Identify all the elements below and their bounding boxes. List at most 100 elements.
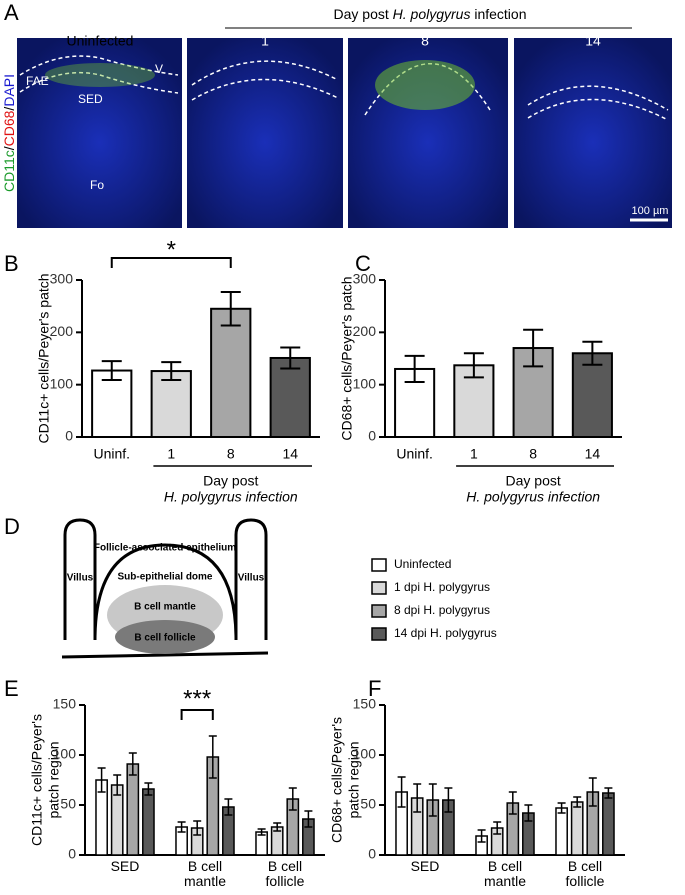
x-tick-label: B cell mantle	[183, 858, 227, 889]
dashed-outline	[191, 78, 339, 101]
region-label: V	[155, 62, 163, 76]
panel-letter: B	[4, 251, 19, 276]
x-tick-label: Uninf.	[396, 446, 433, 462]
diagram-label: Villus	[67, 573, 94, 584]
villus-shape	[234, 518, 268, 640]
x-axis-label: Day post	[506, 473, 561, 489]
error-bar	[273, 822, 282, 832]
follicle-shape	[115, 620, 215, 654]
panel-letter: E	[4, 676, 19, 701]
error-bar	[573, 796, 582, 808]
bar	[142, 788, 155, 856]
error-bar	[508, 791, 517, 815]
error-bar	[413, 783, 422, 813]
x-tick-label: 14	[282, 446, 298, 462]
error-bar	[128, 752, 137, 776]
error-bar	[582, 340, 603, 366]
micrograph	[187, 38, 343, 228]
micrograph	[17, 38, 182, 228]
x-tick-label: 8	[529, 446, 537, 462]
bar	[126, 763, 140, 856]
bar	[150, 370, 192, 438]
dashed-outline	[19, 72, 179, 94]
error-bar	[477, 829, 486, 843]
base-line	[61, 651, 269, 659]
x-tick-label: 8	[227, 446, 235, 462]
title-part: Day post	[334, 6, 393, 22]
error-bar	[404, 354, 425, 384]
x-axis-label: H. polygyrus infection	[164, 489, 298, 505]
diagram	[61, 518, 269, 659]
dashed-outline	[191, 60, 339, 86]
panel-letter: D	[4, 514, 20, 539]
column-label: 8	[421, 33, 429, 49]
diagram-label: Villus	[238, 573, 265, 584]
y-tick-label: 200	[353, 323, 377, 339]
y-tick-label: 100	[353, 746, 377, 762]
title-part: H. polygyrus	[393, 6, 471, 22]
stain: /	[1, 107, 17, 111]
title-part: infection	[470, 6, 526, 22]
stain: /	[1, 146, 17, 150]
error-bar	[604, 787, 613, 799]
signal	[45, 63, 155, 87]
error-bar	[257, 828, 266, 836]
significance-bracket	[110, 257, 232, 268]
legend-swatch	[371, 604, 387, 618]
error-bar	[113, 774, 122, 796]
error-bar	[397, 776, 406, 808]
error-bar	[161, 361, 182, 381]
y-axis-label: CD11c+ cells/Peyer's	[29, 714, 45, 846]
x-tick-label: B cell follicle	[565, 858, 605, 889]
region-label: Fo	[90, 178, 104, 192]
column-label: 14	[585, 33, 601, 49]
diagram-label: B cell mantle	[134, 602, 196, 613]
micrograph	[514, 38, 672, 228]
dashed-outline	[527, 85, 669, 111]
legend-label: Uninfected	[394, 557, 451, 571]
error-bar	[557, 802, 566, 814]
panel-a-title: Day post H. polygyrus infection	[334, 6, 527, 22]
legend-swatch	[371, 558, 387, 572]
y-tick-label: 0	[368, 846, 376, 862]
y-tick-label: 100	[353, 375, 377, 391]
significance-bracket	[180, 709, 214, 720]
x-axis-label: H. polygyrus infection	[466, 489, 600, 505]
dashed-outline	[527, 98, 669, 121]
y-tick-label: 50	[60, 796, 76, 812]
y-tick-label: 100	[53, 746, 77, 762]
error-bar	[144, 782, 153, 796]
column-label: 1	[261, 33, 269, 49]
bar	[570, 801, 584, 856]
error-bar	[101, 360, 122, 381]
bar	[602, 792, 615, 856]
error-bar	[428, 783, 437, 817]
y-axis-label: CD11c+ cells/Peyer's patch	[36, 273, 52, 443]
y-tick-label: 0	[368, 428, 376, 444]
legend-swatch	[371, 581, 387, 595]
x-tick-label: Uninf.	[93, 446, 130, 462]
region-label: FAE	[26, 74, 49, 88]
error-bar	[177, 821, 186, 833]
stain: CD68	[1, 110, 17, 146]
significance-label: ***	[183, 685, 211, 712]
y-tick-label: 150	[53, 696, 77, 712]
panel-letter: F	[368, 676, 381, 701]
images	[17, 38, 672, 228]
error-bar	[193, 820, 202, 836]
diagram-label: Sub-epithelial dome	[117, 572, 212, 583]
x-tick-label: B cell follicle	[265, 858, 305, 889]
scale-label: 100 µm	[632, 205, 669, 217]
y-tick-label: 0	[65, 428, 73, 444]
y-tick-label: 200	[50, 323, 74, 339]
error-bar	[288, 787, 297, 811]
error-bar	[493, 821, 502, 835]
error-bar	[523, 328, 544, 368]
legend-label: 1 dpi H. polygyrus	[394, 580, 490, 594]
y-axis-label: CD68+ cells/Peyer's	[329, 717, 345, 843]
error-bar	[588, 777, 597, 807]
diagram-label: B cell follicle	[134, 633, 196, 644]
panel-letter: A	[4, 0, 19, 25]
signal	[375, 60, 475, 110]
